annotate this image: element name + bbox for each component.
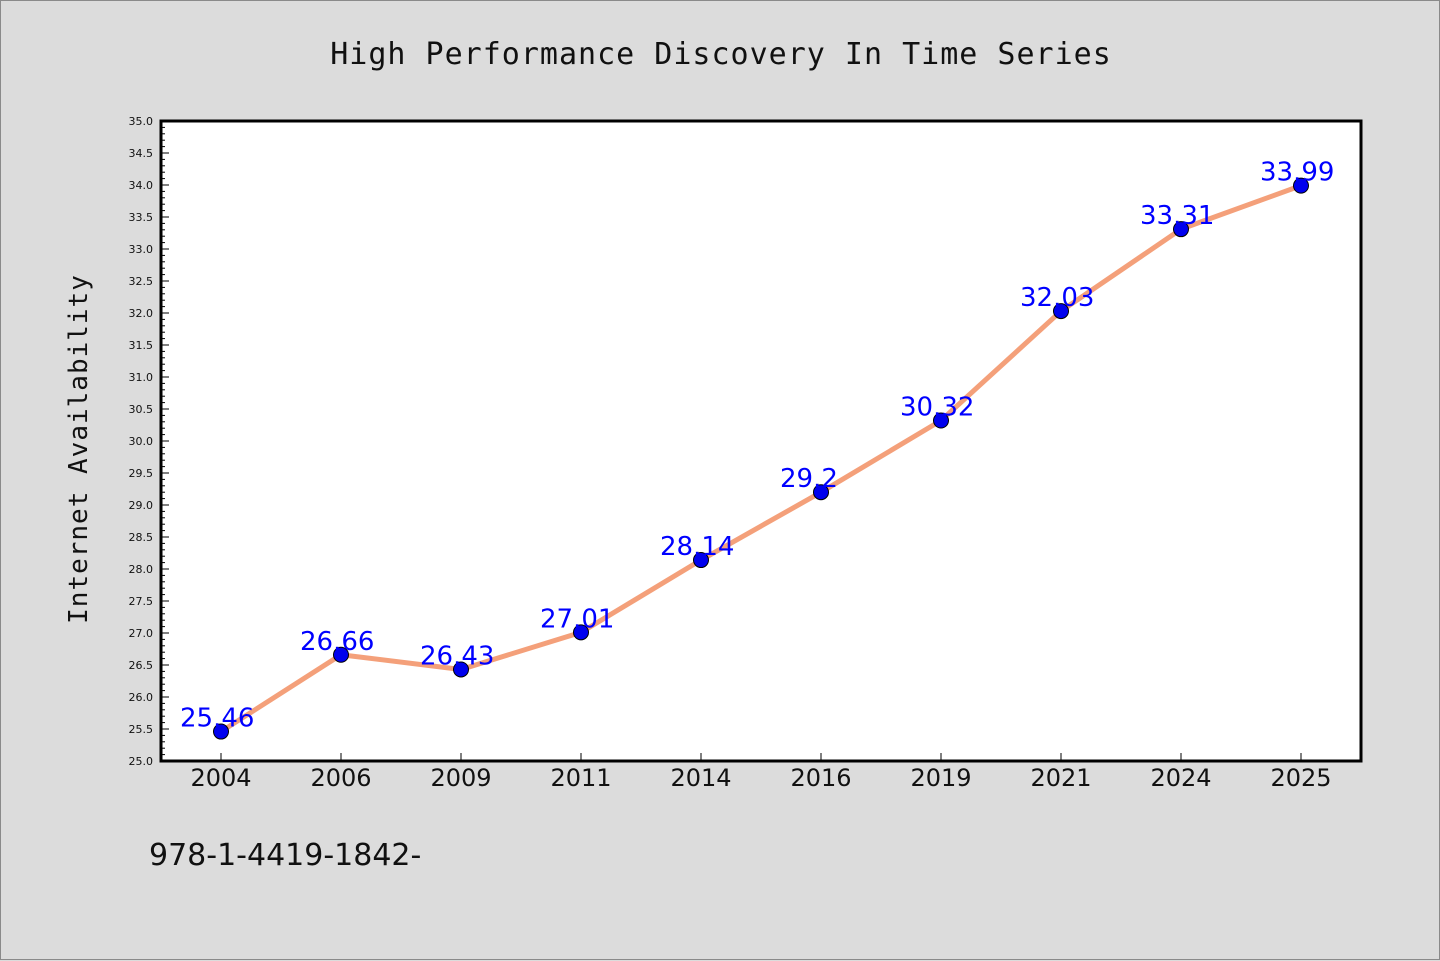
data-label: 28.14 [660, 532, 734, 562]
y-tick-label: 29.5 [129, 467, 154, 480]
data-point-marker [693, 552, 709, 569]
y-tick-label: 34.0 [129, 179, 154, 192]
data-point-marker [933, 412, 949, 429]
data-label: 26.66 [300, 627, 374, 657]
data-label-group: 25.46 26.66 26.43 27.01 28.14 29.2 30.32 32.03 3… [180, 158, 1334, 734]
y-axis: 25.0 25.5 26.0 26.5 27.0 27.5 28.0 28.5 29.0 29.5… [129, 115, 169, 768]
data-point-marker [333, 646, 349, 663]
x-tick-label: 2014 [670, 764, 731, 792]
y-tick-label: 27.5 [129, 595, 154, 608]
data-point-marker [213, 723, 229, 740]
x-tick-label: 2024 [1150, 764, 1211, 792]
y-tick-label: 34.5 [129, 147, 154, 160]
y-tick-label: 31.0 [129, 371, 154, 384]
x-axis: 2004 2006 2009 2011 2014 2016 2019 2021 2024 2025 [190, 753, 1332, 792]
data-point-marker [1053, 303, 1069, 320]
y-tick-label: 35.0 [129, 115, 154, 128]
data-point-marker [573, 624, 589, 641]
y-tick-label: 32.5 [129, 275, 154, 288]
x-tick-label: 2011 [550, 764, 611, 792]
y-tick-label: 31.5 [129, 339, 154, 352]
y-tick-label: 30.5 [129, 403, 154, 416]
data-label: 33.31 [1140, 201, 1214, 231]
y-tick-label: 28.5 [129, 531, 154, 544]
data-label: 25.46 [180, 704, 254, 734]
data-point-marker [453, 661, 469, 678]
y-tick-label: 33.5 [129, 211, 154, 224]
series-line-group [218, 183, 1304, 735]
data-point-marker [813, 484, 829, 501]
y-axis-title: Internet Availability [64, 274, 94, 624]
y-tick-label: 27.0 [129, 627, 154, 640]
x-tick-label: 2006 [310, 764, 371, 792]
footer-code: 978-1-4419-1842- [149, 838, 421, 873]
series-line [218, 183, 1304, 735]
data-point-marker [1173, 221, 1189, 238]
data-label: 29.2 [780, 464, 838, 494]
y-tick-label: 33.0 [129, 243, 154, 256]
data-label: 26.43 [420, 641, 494, 671]
y-tick-label: 32.0 [129, 307, 154, 320]
data-label: 30.32 [900, 393, 974, 423]
y-tick-label: 26.5 [129, 659, 154, 672]
data-label: 27.01 [540, 604, 614, 634]
y-tick-label: 25.5 [129, 723, 154, 736]
x-tick-label: 2025 [1270, 764, 1331, 792]
data-label: 33.99 [1260, 158, 1334, 188]
y-tick-label: 25.0 [129, 755, 154, 768]
x-tick-label: 2004 [190, 764, 251, 792]
y-tick-label: 26.0 [129, 691, 154, 704]
data-point-marker [1293, 177, 1309, 194]
y-tick-label: 30.0 [129, 435, 154, 448]
y-tick-label: 28.0 [129, 563, 154, 576]
data-label: 32.03 [1020, 283, 1094, 313]
x-tick-label: 2016 [790, 764, 851, 792]
y-tick-label: 29.0 [129, 499, 154, 512]
x-tick-label: 2009 [430, 764, 491, 792]
x-tick-label: 2019 [910, 764, 971, 792]
chart-title: High Performance Discovery In Time Serie… [330, 37, 1112, 72]
marker-group [213, 177, 1309, 740]
plot-area [159, 119, 1363, 763]
x-tick-label: 2021 [1030, 764, 1091, 792]
